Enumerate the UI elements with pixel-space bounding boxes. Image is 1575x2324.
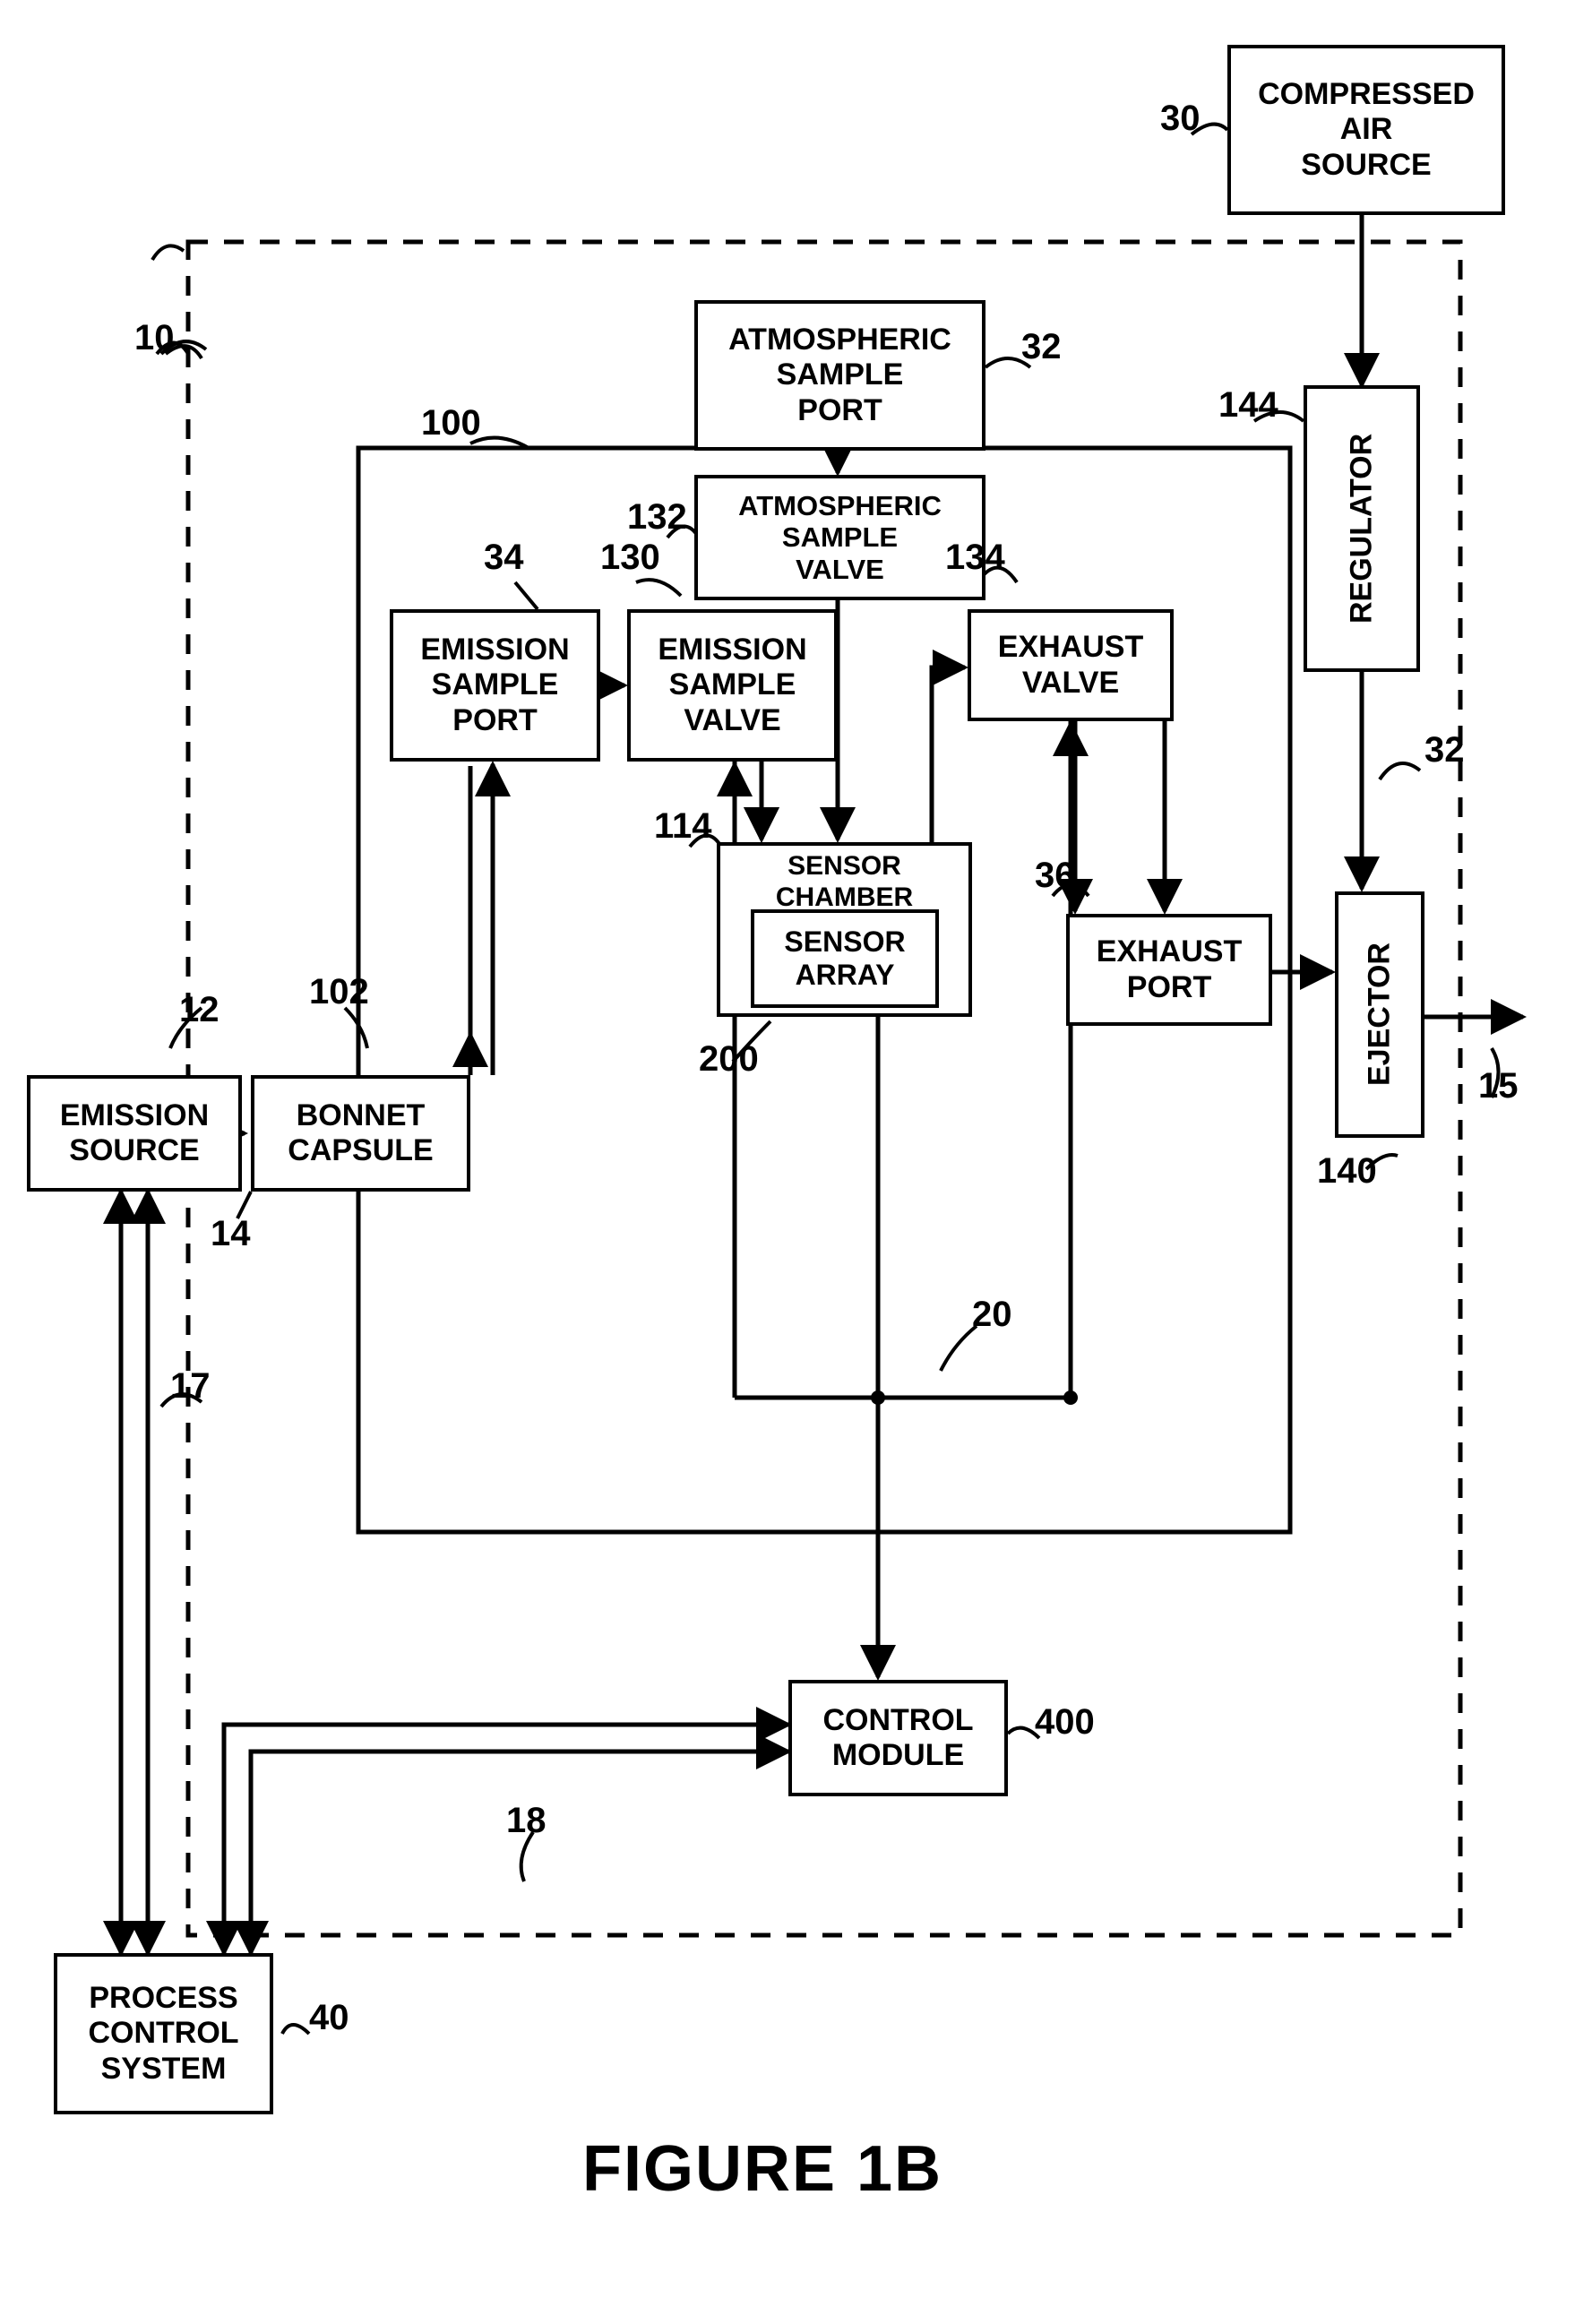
figure-title: FIGURE 1B (582, 2132, 942, 2206)
ref-130: 130 (600, 538, 660, 578)
exhaust-valve-label: EXHAUSTVALVE (998, 630, 1143, 700)
emission-source-label: EMISSIONSOURCE (60, 1098, 209, 1168)
emission-sample-valve-label: EMISSIONSAMPLEVALVE (658, 633, 806, 737)
emission-sample-port: EMISSIONSAMPLEPORT (390, 609, 600, 762)
bonnet-capsule: BONNETCAPSULE (251, 1075, 470, 1192)
ref-32-a: 32 (1021, 327, 1062, 367)
atmospheric-sample-valve-label: ATMOSPHERICSAMPLEVALVE (738, 490, 942, 586)
ref-12: 12 (179, 990, 219, 1030)
control-module: CONTROLMODULE (788, 1680, 1008, 1796)
exhaust-port-label: EXHAUSTPORT (1097, 934, 1242, 1004)
regulator: REGULATOR (1304, 385, 1420, 672)
regulator-label: REGULATOR (1344, 434, 1379, 624)
ref-102: 102 (309, 972, 369, 1012)
ref-400: 400 (1035, 1702, 1095, 1743)
ref-10: 10 (134, 318, 175, 358)
exhaust-port: EXHAUSTPORT (1066, 914, 1272, 1026)
atmospheric-sample-valve: ATMOSPHERICSAMPLEVALVE (694, 475, 985, 600)
ref-30: 30 (1160, 99, 1201, 139)
emission-sample-port-label: EMISSIONSAMPLEPORT (420, 633, 569, 737)
emission-source: EMISSIONSOURCE (27, 1075, 242, 1192)
ref-144: 144 (1218, 385, 1278, 426)
ref-132: 132 (627, 497, 687, 538)
ref-140: 140 (1317, 1151, 1377, 1192)
ref-34: 34 (484, 538, 524, 578)
compressed-air-source: COMPRESSEDAIRSOURCE (1227, 45, 1505, 215)
process-control-system: PROCESSCONTROLSYSTEM (54, 1953, 273, 2114)
emission-sample-valve: EMISSIONSAMPLEVALVE (627, 609, 838, 762)
ref-20: 20 (972, 1295, 1012, 1335)
ref-14: 14 (211, 1214, 251, 1254)
ref-15: 15 (1478, 1066, 1519, 1106)
exhaust-valve: EXHAUSTVALVE (968, 609, 1174, 721)
atmospheric-sample-port: ATMOSPHERICSAMPLEPORT (694, 300, 985, 451)
sensor-chamber-label: SENSORCHAMBER (776, 851, 913, 913)
compressed-air-label: COMPRESSEDAIRSOURCE (1258, 77, 1475, 182)
ref-18: 18 (506, 1801, 547, 1841)
ref-100: 100 (421, 403, 481, 443)
ref-32-b: 32 (1424, 730, 1465, 770)
ref-40: 40 (309, 1998, 349, 2038)
ref-17: 17 (170, 1366, 211, 1407)
ejector: EJECTOR (1335, 891, 1424, 1138)
ejector-label: EJECTOR (1362, 943, 1397, 1087)
process-control-label: PROCESSCONTROLSYSTEM (88, 1981, 238, 2086)
sensor-array-label: SENSORARRAY (784, 925, 905, 992)
ref-36: 36 (1035, 856, 1075, 896)
atmospheric-port-label: ATMOSPHERICSAMPLEPORT (728, 323, 951, 427)
ref-134: 134 (945, 538, 1005, 578)
sensor-array: SENSORARRAY (751, 909, 939, 1008)
ref-200: 200 (699, 1039, 759, 1080)
bonnet-capsule-label: BONNETCAPSULE (288, 1098, 433, 1168)
ref-114: 114 (654, 806, 712, 847)
control-module-label: CONTROLMODULE (822, 1703, 973, 1773)
